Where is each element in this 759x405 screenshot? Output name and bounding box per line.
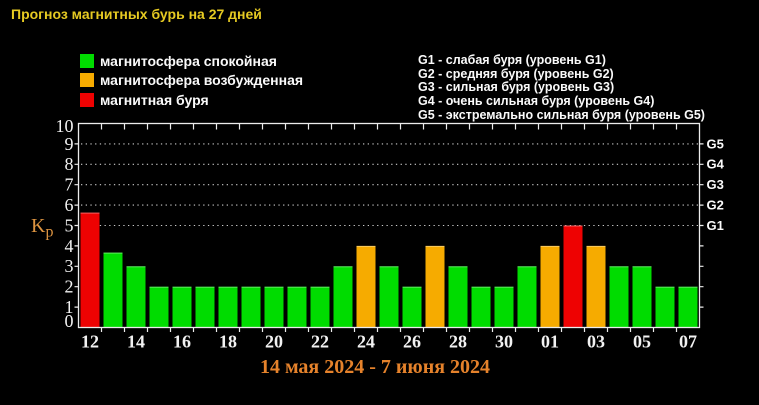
svg-text:05: 05 xyxy=(633,332,651,352)
svg-text:G1: G1 xyxy=(707,218,724,233)
svg-text:9: 9 xyxy=(65,134,74,154)
svg-text:26: 26 xyxy=(403,332,421,352)
svg-text:G3: G3 xyxy=(707,177,724,192)
svg-text:14: 14 xyxy=(127,332,145,352)
svg-text:30: 30 xyxy=(495,332,513,352)
svg-text:10: 10 xyxy=(56,116,74,136)
svg-text:1: 1 xyxy=(65,297,74,317)
svg-text:12: 12 xyxy=(81,332,99,352)
svg-text:G4: G4 xyxy=(707,157,725,172)
svg-text:G5: G5 xyxy=(707,136,724,151)
svg-text:8: 8 xyxy=(65,154,74,174)
svg-text:0: 0 xyxy=(65,311,74,331)
svg-text:7: 7 xyxy=(65,175,74,195)
svg-text:18: 18 xyxy=(219,332,237,352)
svg-text:6: 6 xyxy=(65,195,74,215)
svg-text:3: 3 xyxy=(65,256,74,276)
svg-text:28: 28 xyxy=(449,332,467,352)
svg-text:07: 07 xyxy=(679,332,697,352)
svg-text:2: 2 xyxy=(65,277,74,297)
svg-text:03: 03 xyxy=(587,332,605,352)
svg-text:24: 24 xyxy=(357,332,375,352)
svg-text:Kp: Kp xyxy=(31,215,53,241)
svg-text:5: 5 xyxy=(65,215,74,235)
svg-text:20: 20 xyxy=(265,332,283,352)
svg-text:4: 4 xyxy=(65,236,74,256)
svg-text:01: 01 xyxy=(541,332,559,352)
svg-text:22: 22 xyxy=(311,332,329,352)
svg-text:G2: G2 xyxy=(707,198,724,213)
svg-text:16: 16 xyxy=(173,332,191,352)
